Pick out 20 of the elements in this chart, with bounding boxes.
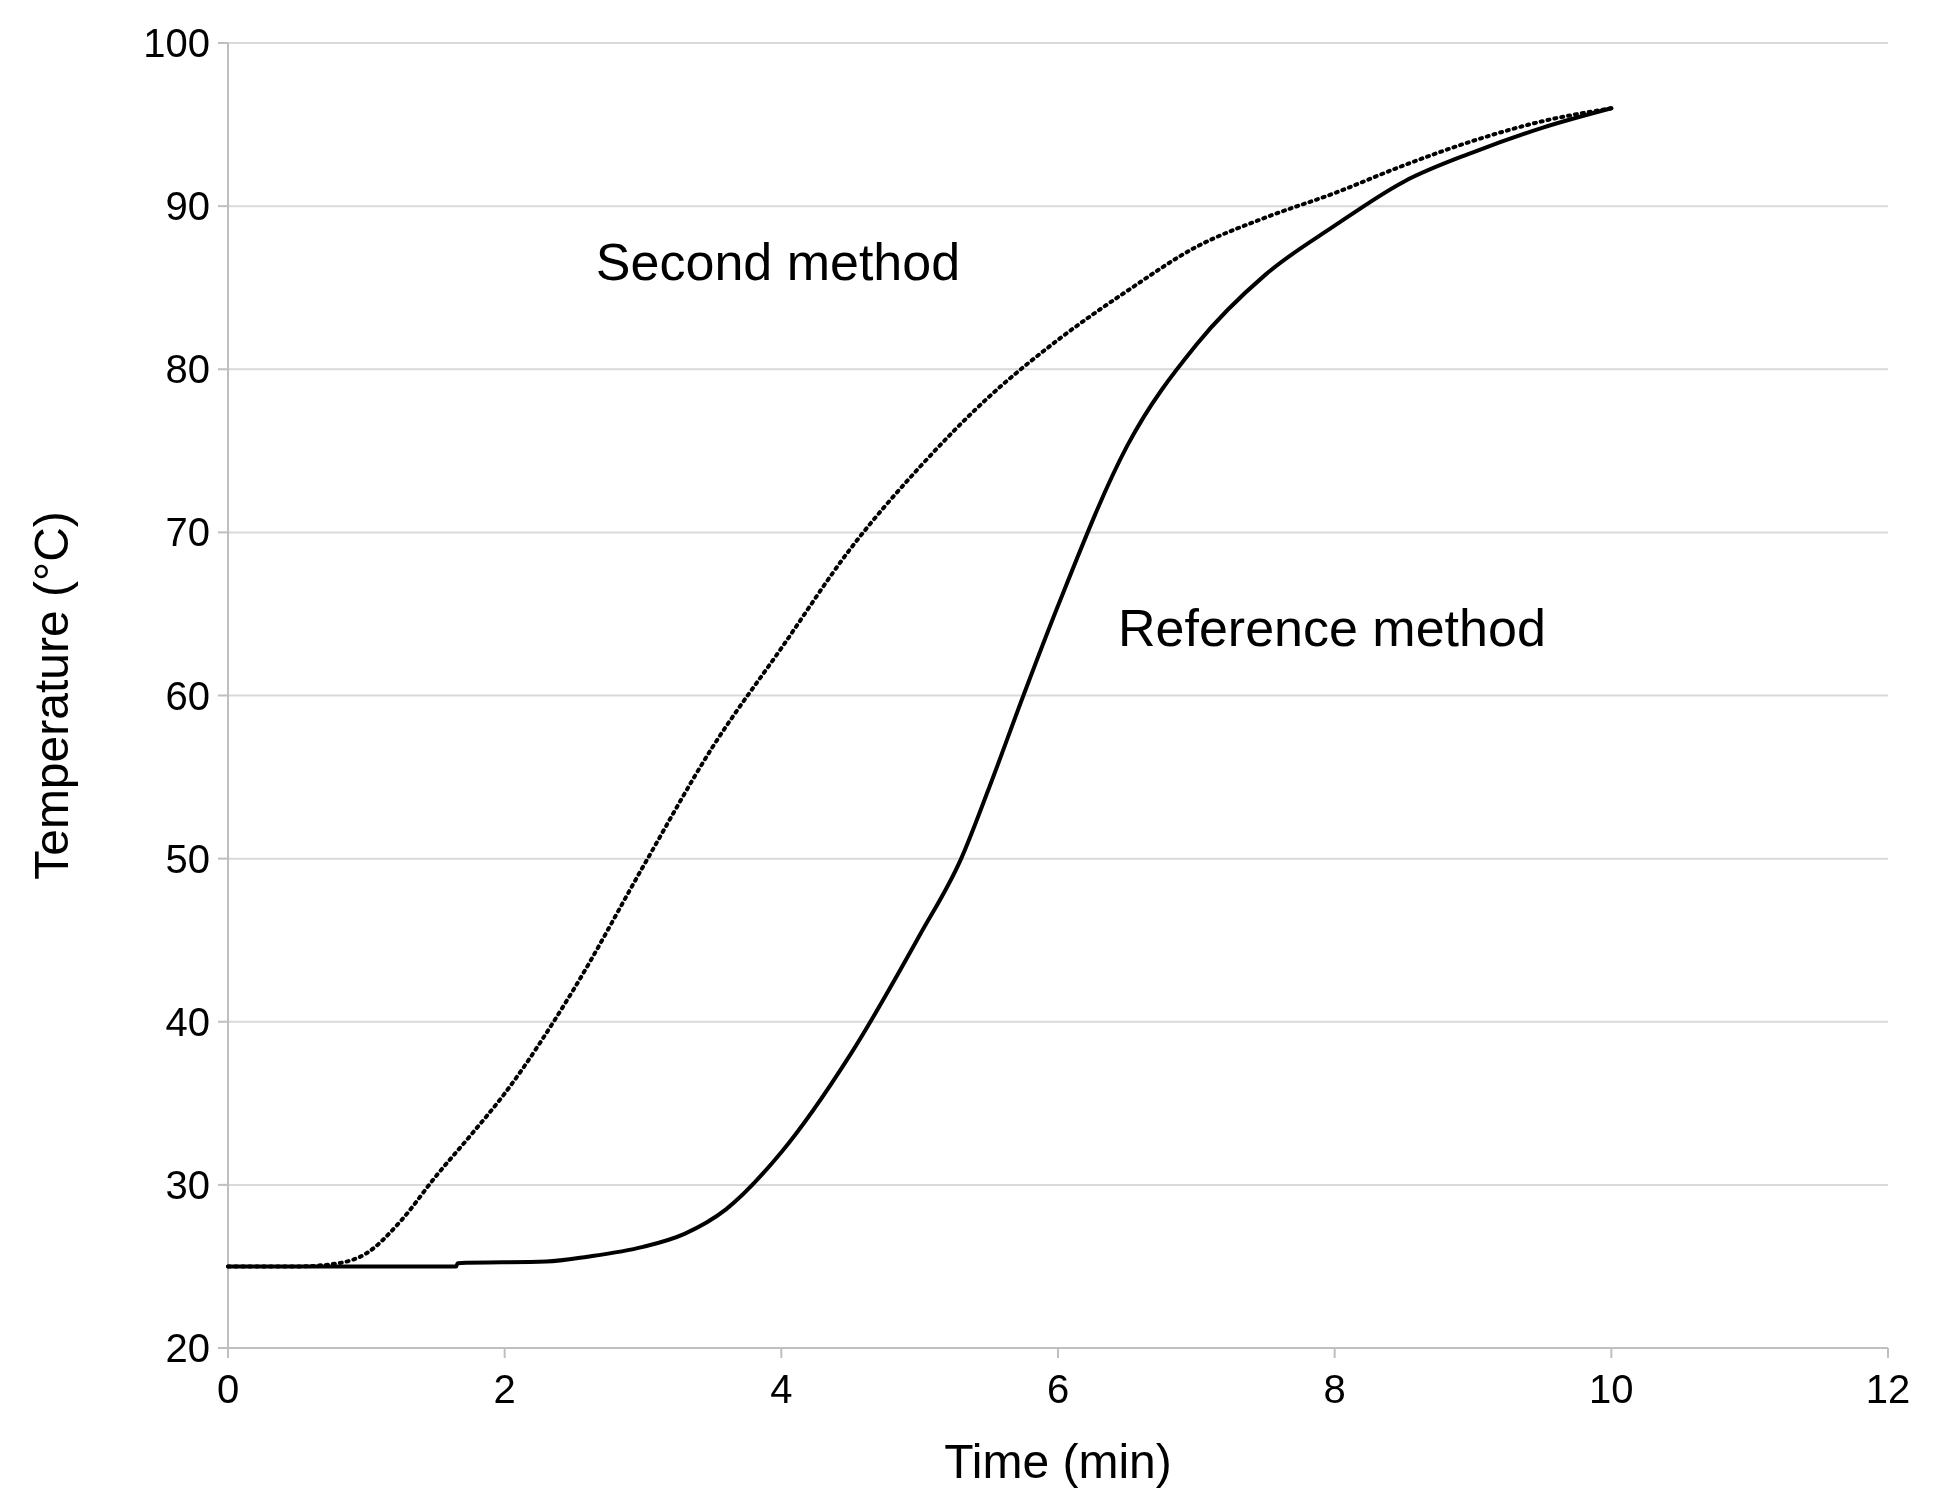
x-tick-label: 6	[1046, 1367, 1070, 1411]
y-tick-label: 20	[165, 1326, 210, 1370]
x-tick-label: 0	[216, 1367, 240, 1411]
y-axis-title: Temperature (°C)	[25, 511, 78, 880]
series-label: Second method	[595, 232, 961, 291]
x-tick-label: 12	[1865, 1367, 1911, 1411]
series-label: Reference method	[1118, 598, 1546, 657]
x-tick-label: 8	[1323, 1367, 1346, 1411]
y-tick-label: 80	[165, 347, 210, 392]
y-tick-label: 50	[165, 836, 210, 881]
y-tick-label: 30	[165, 1162, 210, 1207]
y-tick-label: 90	[165, 184, 210, 229]
y-tick-label: 70	[165, 510, 210, 555]
x-tick-label: 4	[770, 1367, 793, 1411]
y-tick-label: 60	[165, 673, 210, 718]
x-tick-label: 2	[493, 1367, 516, 1411]
x-axis-title: Time (min)	[944, 1435, 1172, 1488]
x-tick-label: 10	[1589, 1367, 1634, 1411]
y-tick-label: 40	[165, 999, 210, 1044]
y-tick-label: 100	[143, 21, 210, 65]
